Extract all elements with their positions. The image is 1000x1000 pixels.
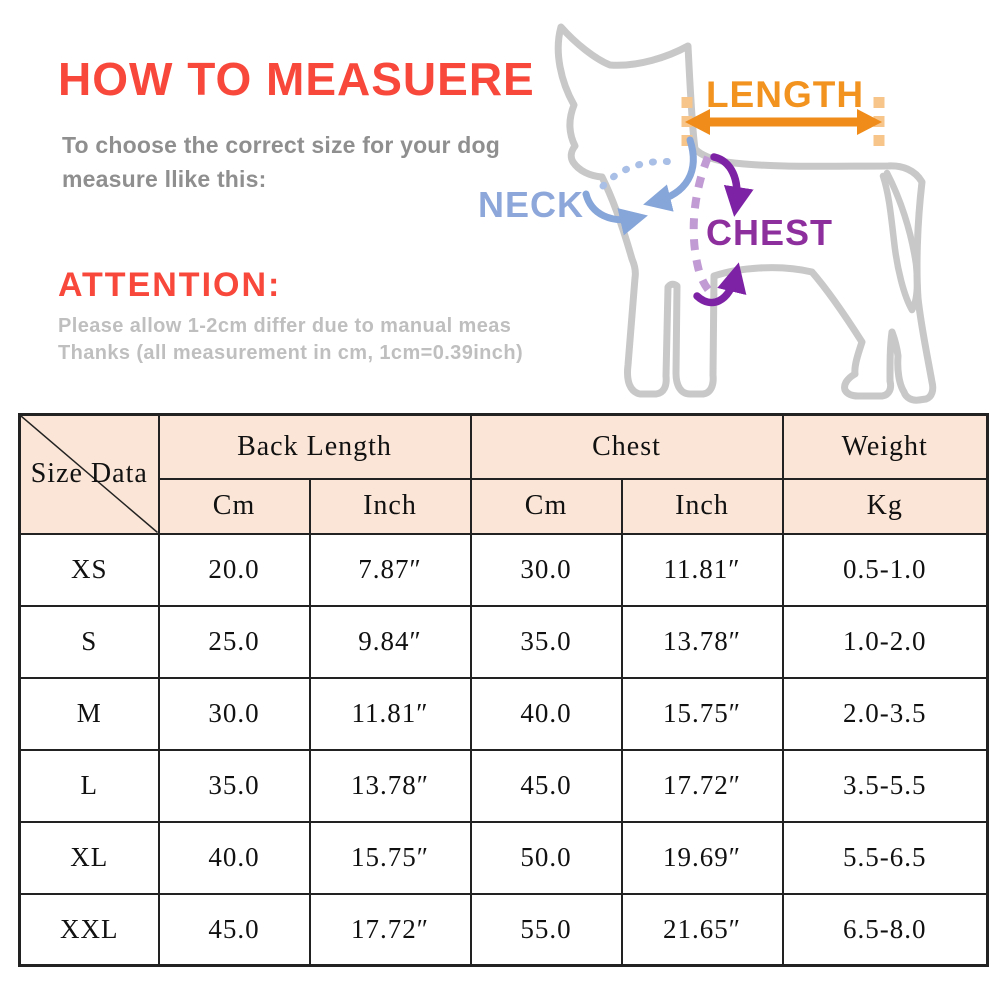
weight-cell: 1.0-2.0 xyxy=(781,604,989,679)
back-cm-cell: 40.0 xyxy=(157,820,311,895)
chest-inch-cell: 21.65″ xyxy=(620,892,784,967)
back-inch-cell: 11.81″ xyxy=(308,676,472,751)
col-group-back-length: Back Length xyxy=(157,413,472,480)
length-arrowhead-right xyxy=(857,109,882,135)
neck-arrow-upper xyxy=(643,136,697,212)
dog-diagram xyxy=(554,23,937,404)
chest-inch-cell: 15.75″ xyxy=(620,676,784,751)
size-table: Size Data Back Length Chest Weight Cm In… xyxy=(18,413,989,967)
subtitle: To choose the correct size for your dog … xyxy=(62,128,500,196)
back-cm-cell: 30.0 xyxy=(157,676,311,751)
corner-cell: Size Data xyxy=(18,413,160,535)
size-label: XS xyxy=(18,532,160,607)
size-label: XXL xyxy=(18,892,160,967)
attention-line2: Thanks (all measurement in cm, 1cm=0.39i… xyxy=(58,342,524,364)
corner-label: Size Data xyxy=(30,458,148,490)
chest-cm-cell: 50.0 xyxy=(469,820,623,895)
weight-cell: 0.5-1.0 xyxy=(781,532,989,607)
col-header-back-inch: Inch xyxy=(308,477,472,535)
col-header-chest-cm: Cm xyxy=(469,477,623,535)
attention-line1: Please allow 1-2cm differ due to manual … xyxy=(58,315,510,337)
diagonal-line xyxy=(21,416,158,533)
table-row-xl: XL 40.0 15.75″ 50.0 19.69″ 5.5-6.5 xyxy=(18,820,989,895)
back-cm-cell: 35.0 xyxy=(157,748,311,823)
chest-cm-cell: 40.0 xyxy=(469,676,623,751)
table-row-s: S 25.0 9.84″ 35.0 13.78″ 1.0-2.0 xyxy=(18,604,989,679)
attention-title: ATTENTION: xyxy=(58,266,282,304)
chest-inch-cell: 11.81″ xyxy=(620,532,784,607)
back-inch-cell: 15.75″ xyxy=(308,820,472,895)
chest-arrow-top xyxy=(710,153,754,217)
table-row-l: L 35.0 13.78″ 45.0 17.72″ 3.5-5.5 xyxy=(18,748,989,823)
size-label: S xyxy=(18,604,160,679)
back-inch-cell: 9.84″ xyxy=(308,604,472,679)
back-cm-cell: 25.0 xyxy=(157,604,311,679)
back-inch-cell: 17.72″ xyxy=(308,892,472,967)
size-label: L xyxy=(18,748,160,823)
col-group-weight: Weight xyxy=(781,413,989,480)
col-header-weight-kg: Kg xyxy=(781,477,989,535)
chest-cm-cell: 45.0 xyxy=(469,748,623,823)
back-cm-cell: 45.0 xyxy=(157,892,311,967)
chest-cm-cell: 55.0 xyxy=(469,892,623,967)
chest-cm-cell: 30.0 xyxy=(469,532,623,607)
chest-cm-cell: 35.0 xyxy=(469,604,623,679)
attention-text: Please allow 1-2cm differ due to manual … xyxy=(58,313,523,367)
size-label: XL xyxy=(18,820,160,895)
dog-outline-icon xyxy=(554,23,937,404)
length-label: LENGTH xyxy=(705,74,865,115)
weight-cell: 6.5-8.0 xyxy=(781,892,989,967)
neck-dotted-line xyxy=(599,157,678,190)
chest-inch-cell: 19.69″ xyxy=(620,820,784,895)
subtitle-line1: To choose the correct size for your dog xyxy=(62,132,501,158)
chest-inch-cell: 17.72″ xyxy=(620,748,784,823)
back-cm-cell: 20.0 xyxy=(157,532,311,607)
back-inch-cell: 7.87″ xyxy=(308,532,472,607)
subtitle-line2: measure llike this: xyxy=(62,166,267,192)
table-row-m: M 30.0 11.81″ 40.0 15.75″ 2.0-3.5 xyxy=(18,676,989,751)
neck-label: NECK xyxy=(478,184,585,225)
chest-dashed-line xyxy=(689,155,718,301)
weight-cell: 2.0-3.5 xyxy=(781,676,989,751)
table-row-xs: XS 20.0 7.87″ 30.0 11.81″ 0.5-1.0 xyxy=(18,532,989,607)
neck-arrow-lower xyxy=(582,190,648,236)
size-label: M xyxy=(18,676,160,751)
table-row-xxl: XXL 45.0 17.72″ 55.0 21.65″ 6.5-8.0 xyxy=(18,892,989,967)
length-arrowhead-left xyxy=(685,109,710,135)
chest-label: CHEST xyxy=(706,212,834,253)
weight-cell: 5.5-6.5 xyxy=(781,820,989,895)
back-inch-cell: 13.78″ xyxy=(308,748,472,823)
page-title: HOW TO MEASUERE xyxy=(58,53,535,105)
col-header-chest-inch: Inch xyxy=(620,477,784,535)
dog-tail-icon xyxy=(879,169,921,314)
col-header-back-cm: Cm xyxy=(157,477,311,535)
chest-arrow-bottom xyxy=(693,262,747,307)
chest-inch-cell: 13.78″ xyxy=(620,604,784,679)
weight-cell: 3.5-5.5 xyxy=(781,748,989,823)
col-group-chest: Chest xyxy=(469,413,784,480)
